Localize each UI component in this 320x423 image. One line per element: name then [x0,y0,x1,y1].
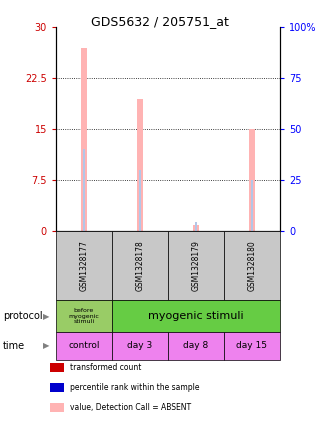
Bar [249,129,255,231]
Bar [81,48,87,231]
Text: day 15: day 15 [236,341,268,350]
Text: before
myogenic
stimuli: before myogenic stimuli [68,308,100,324]
Text: GSM1328177: GSM1328177 [79,240,89,291]
Text: GSM1328180: GSM1328180 [247,240,257,291]
Text: ▶: ▶ [43,312,50,321]
Bar [137,99,143,231]
Text: day 3: day 3 [127,341,153,350]
Text: transformed count: transformed count [70,363,142,372]
Text: time: time [3,341,25,351]
Text: value, Detection Call = ABSENT: value, Detection Call = ABSENT [70,403,192,412]
Text: GSM1328178: GSM1328178 [135,240,145,291]
Bar [139,170,141,231]
Text: protocol: protocol [3,311,43,321]
Bar [251,180,253,231]
Text: ▶: ▶ [43,341,50,350]
Text: myogenic stimuli: myogenic stimuli [148,311,244,321]
Bar [195,222,197,231]
Text: percentile rank within the sample: percentile rank within the sample [70,383,200,392]
Bar [83,149,85,231]
Bar [193,225,199,231]
Text: GDS5632 / 205751_at: GDS5632 / 205751_at [91,15,229,28]
Text: day 8: day 8 [183,341,209,350]
Text: control: control [68,341,100,350]
Text: GSM1328179: GSM1328179 [191,240,201,291]
